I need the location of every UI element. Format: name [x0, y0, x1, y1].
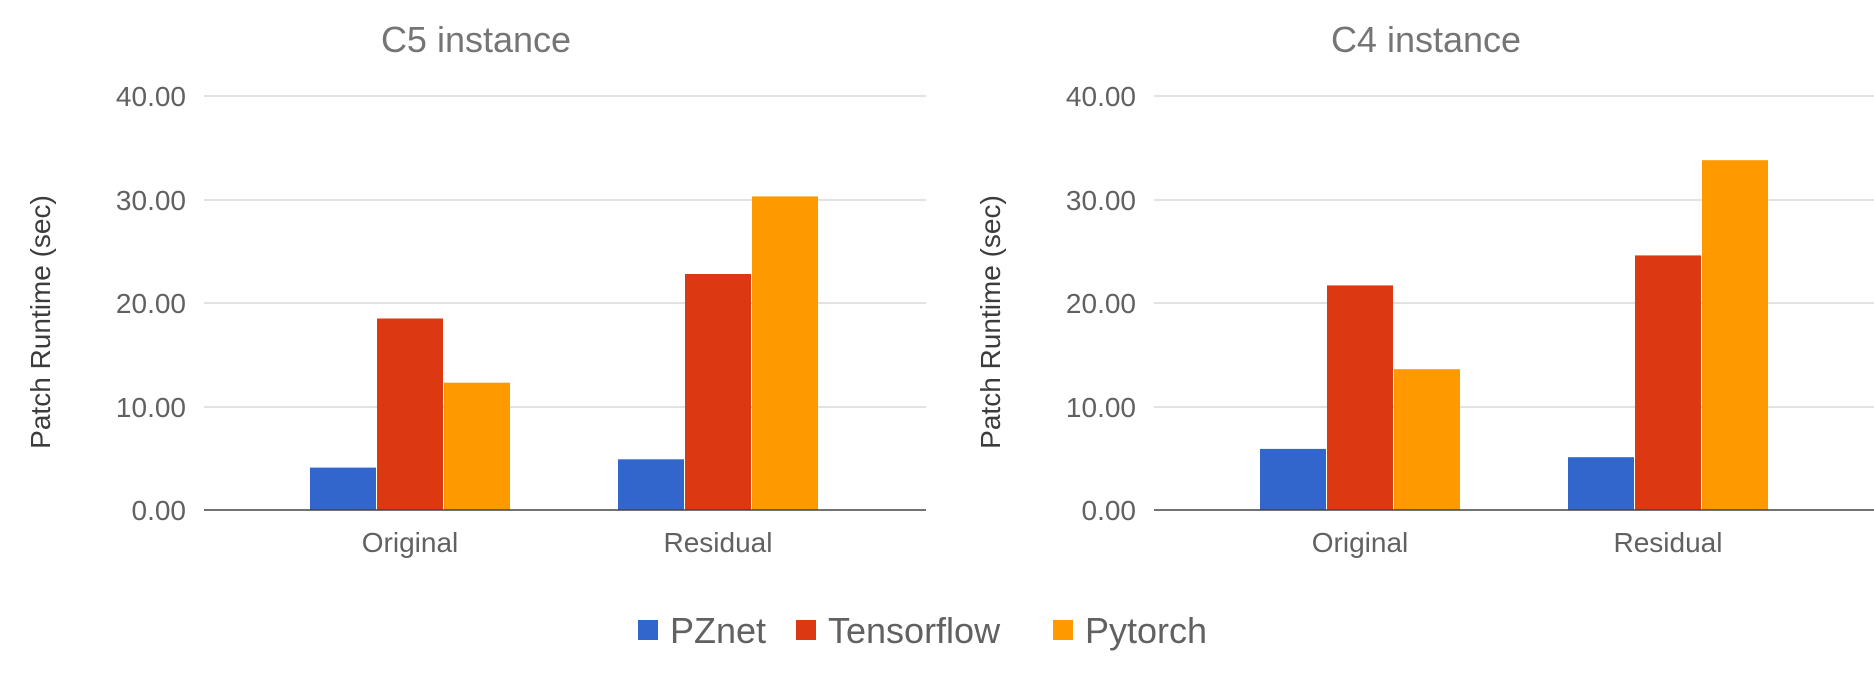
bar-pznet-original — [1260, 448, 1326, 510]
chart-c4: C4 instance Patch Runtime (sec) 0.00 10.… — [975, 19, 1874, 558]
y-tick-label: 30.00 — [116, 185, 186, 216]
y-tick-label: 20.00 — [116, 288, 186, 319]
bar-pznet-original — [310, 467, 376, 510]
y-tick-label: 40.00 — [116, 81, 186, 112]
y-axis-label: Patch Runtime (sec) — [25, 195, 56, 449]
legend-label: PZnet — [670, 610, 766, 651]
legend-label: Tensorflow — [828, 610, 1001, 651]
legend-item-pytorch: Pytorch — [1053, 610, 1207, 651]
x-category-label: Original — [362, 527, 458, 558]
x-category-label: Residual — [1614, 527, 1723, 558]
y-tick-label: 10.00 — [116, 392, 186, 423]
bar-tensorflow-original — [1327, 285, 1393, 510]
y-tick-labels: 0.00 10.00 20.00 30.00 40.00 — [116, 81, 186, 526]
y-axis-label: Patch Runtime (sec) — [975, 195, 1006, 449]
y-tick-label: 0.00 — [132, 495, 187, 526]
legend-item-tensorflow: Tensorflow — [796, 610, 1001, 651]
chart-c5: C5 instance Patch Runtime (sec) 0.00 10.… — [25, 19, 926, 558]
y-tick-label: 40.00 — [1066, 81, 1136, 112]
legend: PZnet Tensorflow Pytorch — [638, 610, 1207, 651]
bar-pytorch-original — [444, 382, 510, 510]
bar-pytorch-residual — [1702, 160, 1768, 510]
legend-item-pznet: PZnet — [638, 610, 766, 651]
bars — [310, 196, 818, 510]
legend-swatch — [1053, 620, 1073, 640]
bar-pytorch-residual — [752, 196, 818, 510]
x-category-label: Original — [1312, 527, 1408, 558]
legend-swatch — [796, 620, 816, 640]
bar-pznet-residual — [1568, 457, 1634, 510]
bar-pytorch-original — [1394, 369, 1460, 510]
bar-tensorflow-residual — [685, 274, 751, 510]
y-tick-label: 30.00 — [1066, 185, 1136, 216]
x-category-label: Residual — [664, 527, 773, 558]
bar-pznet-residual — [618, 459, 684, 510]
legend-label: Pytorch — [1085, 610, 1207, 651]
legend-swatch — [638, 620, 658, 640]
bar-tensorflow-residual — [1635, 255, 1701, 510]
y-tick-label: 20.00 — [1066, 288, 1136, 319]
bar-tensorflow-original — [377, 318, 443, 510]
y-tick-label: 10.00 — [1066, 392, 1136, 423]
chart-title: C5 instance — [381, 19, 571, 60]
y-tick-labels: 0.00 10.00 20.00 30.00 40.00 — [1066, 81, 1136, 526]
y-tick-label: 0.00 — [1082, 495, 1137, 526]
chart-title: C4 instance — [1331, 19, 1521, 60]
bars — [1260, 160, 1768, 510]
